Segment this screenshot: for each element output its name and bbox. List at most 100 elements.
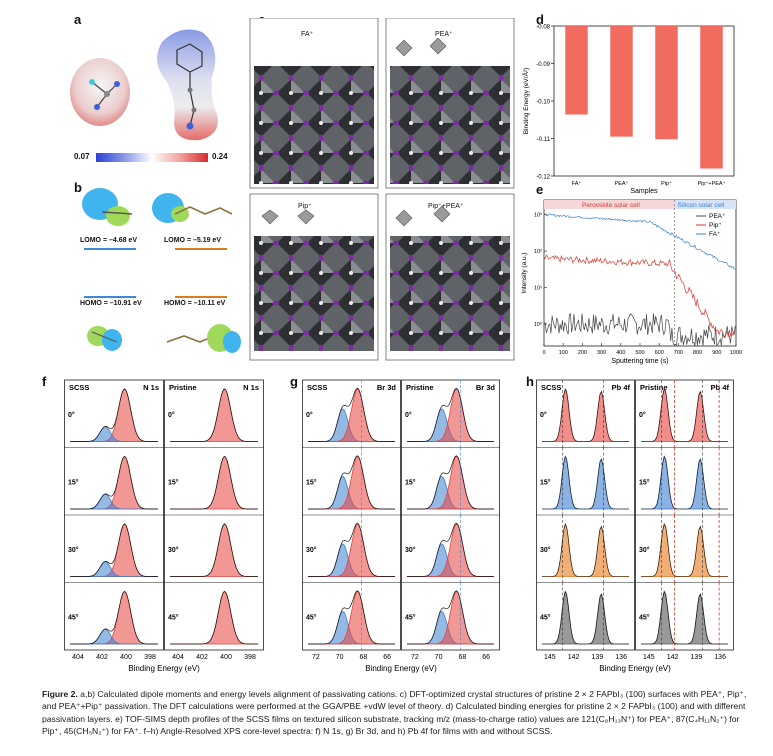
- x-tick-label: 145: [643, 654, 655, 661]
- raw-spectrum: [542, 590, 629, 645]
- angle-label: 15°: [540, 479, 551, 487]
- raw-spectrum: [308, 387, 395, 442]
- x-tick-label: 398: [144, 654, 156, 661]
- homo-right-label: HOMO = –10.11 eV: [164, 300, 226, 307]
- angle-label: 45°: [68, 614, 79, 622]
- y-axis-label: Intensity (a.u.): [521, 252, 528, 293]
- x-tick-label: 0: [542, 350, 545, 356]
- raw-spectrum: [641, 590, 728, 645]
- column-title: Pristine: [406, 383, 434, 392]
- core-level-label: Pb 4f: [612, 383, 631, 392]
- core-level-label: Pb 4f: [711, 383, 730, 392]
- core-level-label: N 1s: [143, 383, 159, 392]
- pb-doublet: [542, 590, 629, 645]
- column-title: SCSS: [69, 383, 89, 392]
- panel-label-e: e: [536, 182, 544, 197]
- x-tick-label: 800: [693, 350, 702, 356]
- x-tick-label: 404: [72, 654, 84, 661]
- y-tick-label: 10¹: [534, 286, 542, 292]
- x-tick-label: FA⁺: [572, 180, 582, 187]
- fit-peak-main: [170, 455, 258, 510]
- fit-peak-main: [70, 590, 158, 645]
- caption-figure-number: Figure 2.: [42, 689, 78, 699]
- x-tick-label: PEA⁺: [615, 180, 629, 187]
- fit-peak-br-3-2: [407, 523, 494, 577]
- bar-1: [610, 26, 633, 137]
- angle-label: 45°: [168, 614, 179, 622]
- angle-label: 0°: [168, 411, 175, 419]
- series-line-2: [543, 213, 736, 270]
- x-tick-label: 402: [196, 654, 208, 661]
- x-axis-label: Binding Energy (eV): [599, 664, 671, 673]
- binding-energy-bar-chart: -0.08 -0.09 -0.10 -0.11 -0.12 FA⁺ PEA⁺ Pip⁺ Pip⁺…: [521, 25, 735, 195]
- raw-spectrum: [308, 590, 395, 645]
- angle-label: 15°: [306, 479, 317, 487]
- tof-sims-depth-profile: Perovskite solar cell Silicon solar cell 1…: [521, 199, 742, 365]
- raw-spectrum: [641, 455, 728, 510]
- x-tick-label: 400: [220, 654, 232, 661]
- x-tick-label: 72: [312, 654, 320, 661]
- angle-label: 45°: [639, 614, 650, 622]
- x-tick-label: Pip⁺: [661, 180, 672, 187]
- structure-label-pip-pea: Pip⁺+PEA⁺: [428, 203, 464, 210]
- x-tick-label: 200: [578, 350, 587, 356]
- angle-label: 0°: [639, 411, 646, 419]
- fit-peak-main: [70, 388, 158, 442]
- fit-peak-br-3-2: [308, 388, 395, 442]
- bar-2: [655, 26, 678, 140]
- raw-spectrum: [542, 388, 629, 442]
- y-tick-label: -0.09: [536, 62, 550, 68]
- legend-label-0: PEA⁺: [709, 213, 726, 220]
- x-tick-label: 70: [435, 654, 443, 661]
- x-tick-label: 66: [383, 654, 391, 661]
- y-tick-label: 10³: [534, 213, 542, 219]
- colorbar-min: 0.07: [74, 152, 90, 161]
- angle-label: 30°: [168, 546, 179, 554]
- fit-peak-br-3-2: [407, 590, 494, 645]
- crystal-structures: [246, 18, 518, 363]
- pb-doublet: [641, 387, 728, 442]
- xps-spectra: SCSS Pb 4f 0° 15° 30° 45° Pristine Pb 4f 0° 15° 30…: [536, 379, 734, 673]
- panel-label-b: b: [74, 180, 82, 195]
- x-tick-label: 142: [667, 654, 679, 661]
- homo-right-level: [175, 296, 227, 298]
- column-title: SCSS: [307, 383, 327, 392]
- x-tick-label: 1000: [730, 350, 742, 356]
- x-tick-label: 136: [615, 654, 627, 661]
- fit-peak-br-3-2: [308, 455, 395, 510]
- pb-doublet: [542, 455, 629, 510]
- x-axis-label: Binding Energy (eV): [128, 664, 200, 673]
- legend-label-1: Pip⁺: [709, 222, 722, 229]
- angle-label: 30°: [405, 546, 416, 554]
- x-tick-label: 500: [635, 350, 644, 356]
- lomo-right-label: LOMO = –5.19 eV: [164, 237, 221, 244]
- x-tick-label: 400: [616, 350, 625, 356]
- xps-spectra: SCSS Br 3d 0° 15° 30° 45° Pristine Br 3d 0° 15° 30…: [302, 379, 500, 673]
- x-tick-label: 68: [458, 654, 466, 661]
- core-level-label: Br 3d: [377, 383, 397, 392]
- x-tick-label: 900: [712, 350, 721, 356]
- panel-label-h: h: [526, 374, 534, 389]
- x-tick-label: 139: [592, 654, 604, 661]
- y-tick-label: -0.10: [536, 100, 550, 106]
- core-level-label: N 1s: [243, 383, 259, 392]
- xps-panel-n1s: SCSS N 1s 0° 15° 30° 45° Pristine N 1s 0° 15° 30° 4…: [64, 378, 264, 674]
- raw-spectrum: [70, 388, 158, 442]
- x-tick-label: 136: [714, 654, 726, 661]
- panel-label-d: d: [536, 12, 544, 27]
- bar-0: [565, 26, 588, 115]
- figure-caption: Figure 2. a,b) Calculated dipole moments…: [42, 688, 758, 738]
- raw-spectrum: [542, 455, 629, 510]
- structure-label-fa: FA⁺: [301, 31, 314, 38]
- raw-spectrum: [170, 590, 258, 645]
- homo-left-level: [84, 296, 136, 298]
- region-perovskite-band: [544, 200, 675, 209]
- colorbar-max: 0.24: [212, 152, 228, 161]
- x-tick-label: 400: [120, 654, 132, 661]
- homo-orbitals-illustration: [87, 324, 241, 353]
- structure-label-pea: PEA⁺: [435, 31, 453, 38]
- raw-spectrum: [170, 523, 258, 577]
- angle-label: 45°: [405, 614, 416, 622]
- y-tick-label: -0.12: [536, 175, 550, 181]
- y-tick-label: 10²: [534, 249, 542, 255]
